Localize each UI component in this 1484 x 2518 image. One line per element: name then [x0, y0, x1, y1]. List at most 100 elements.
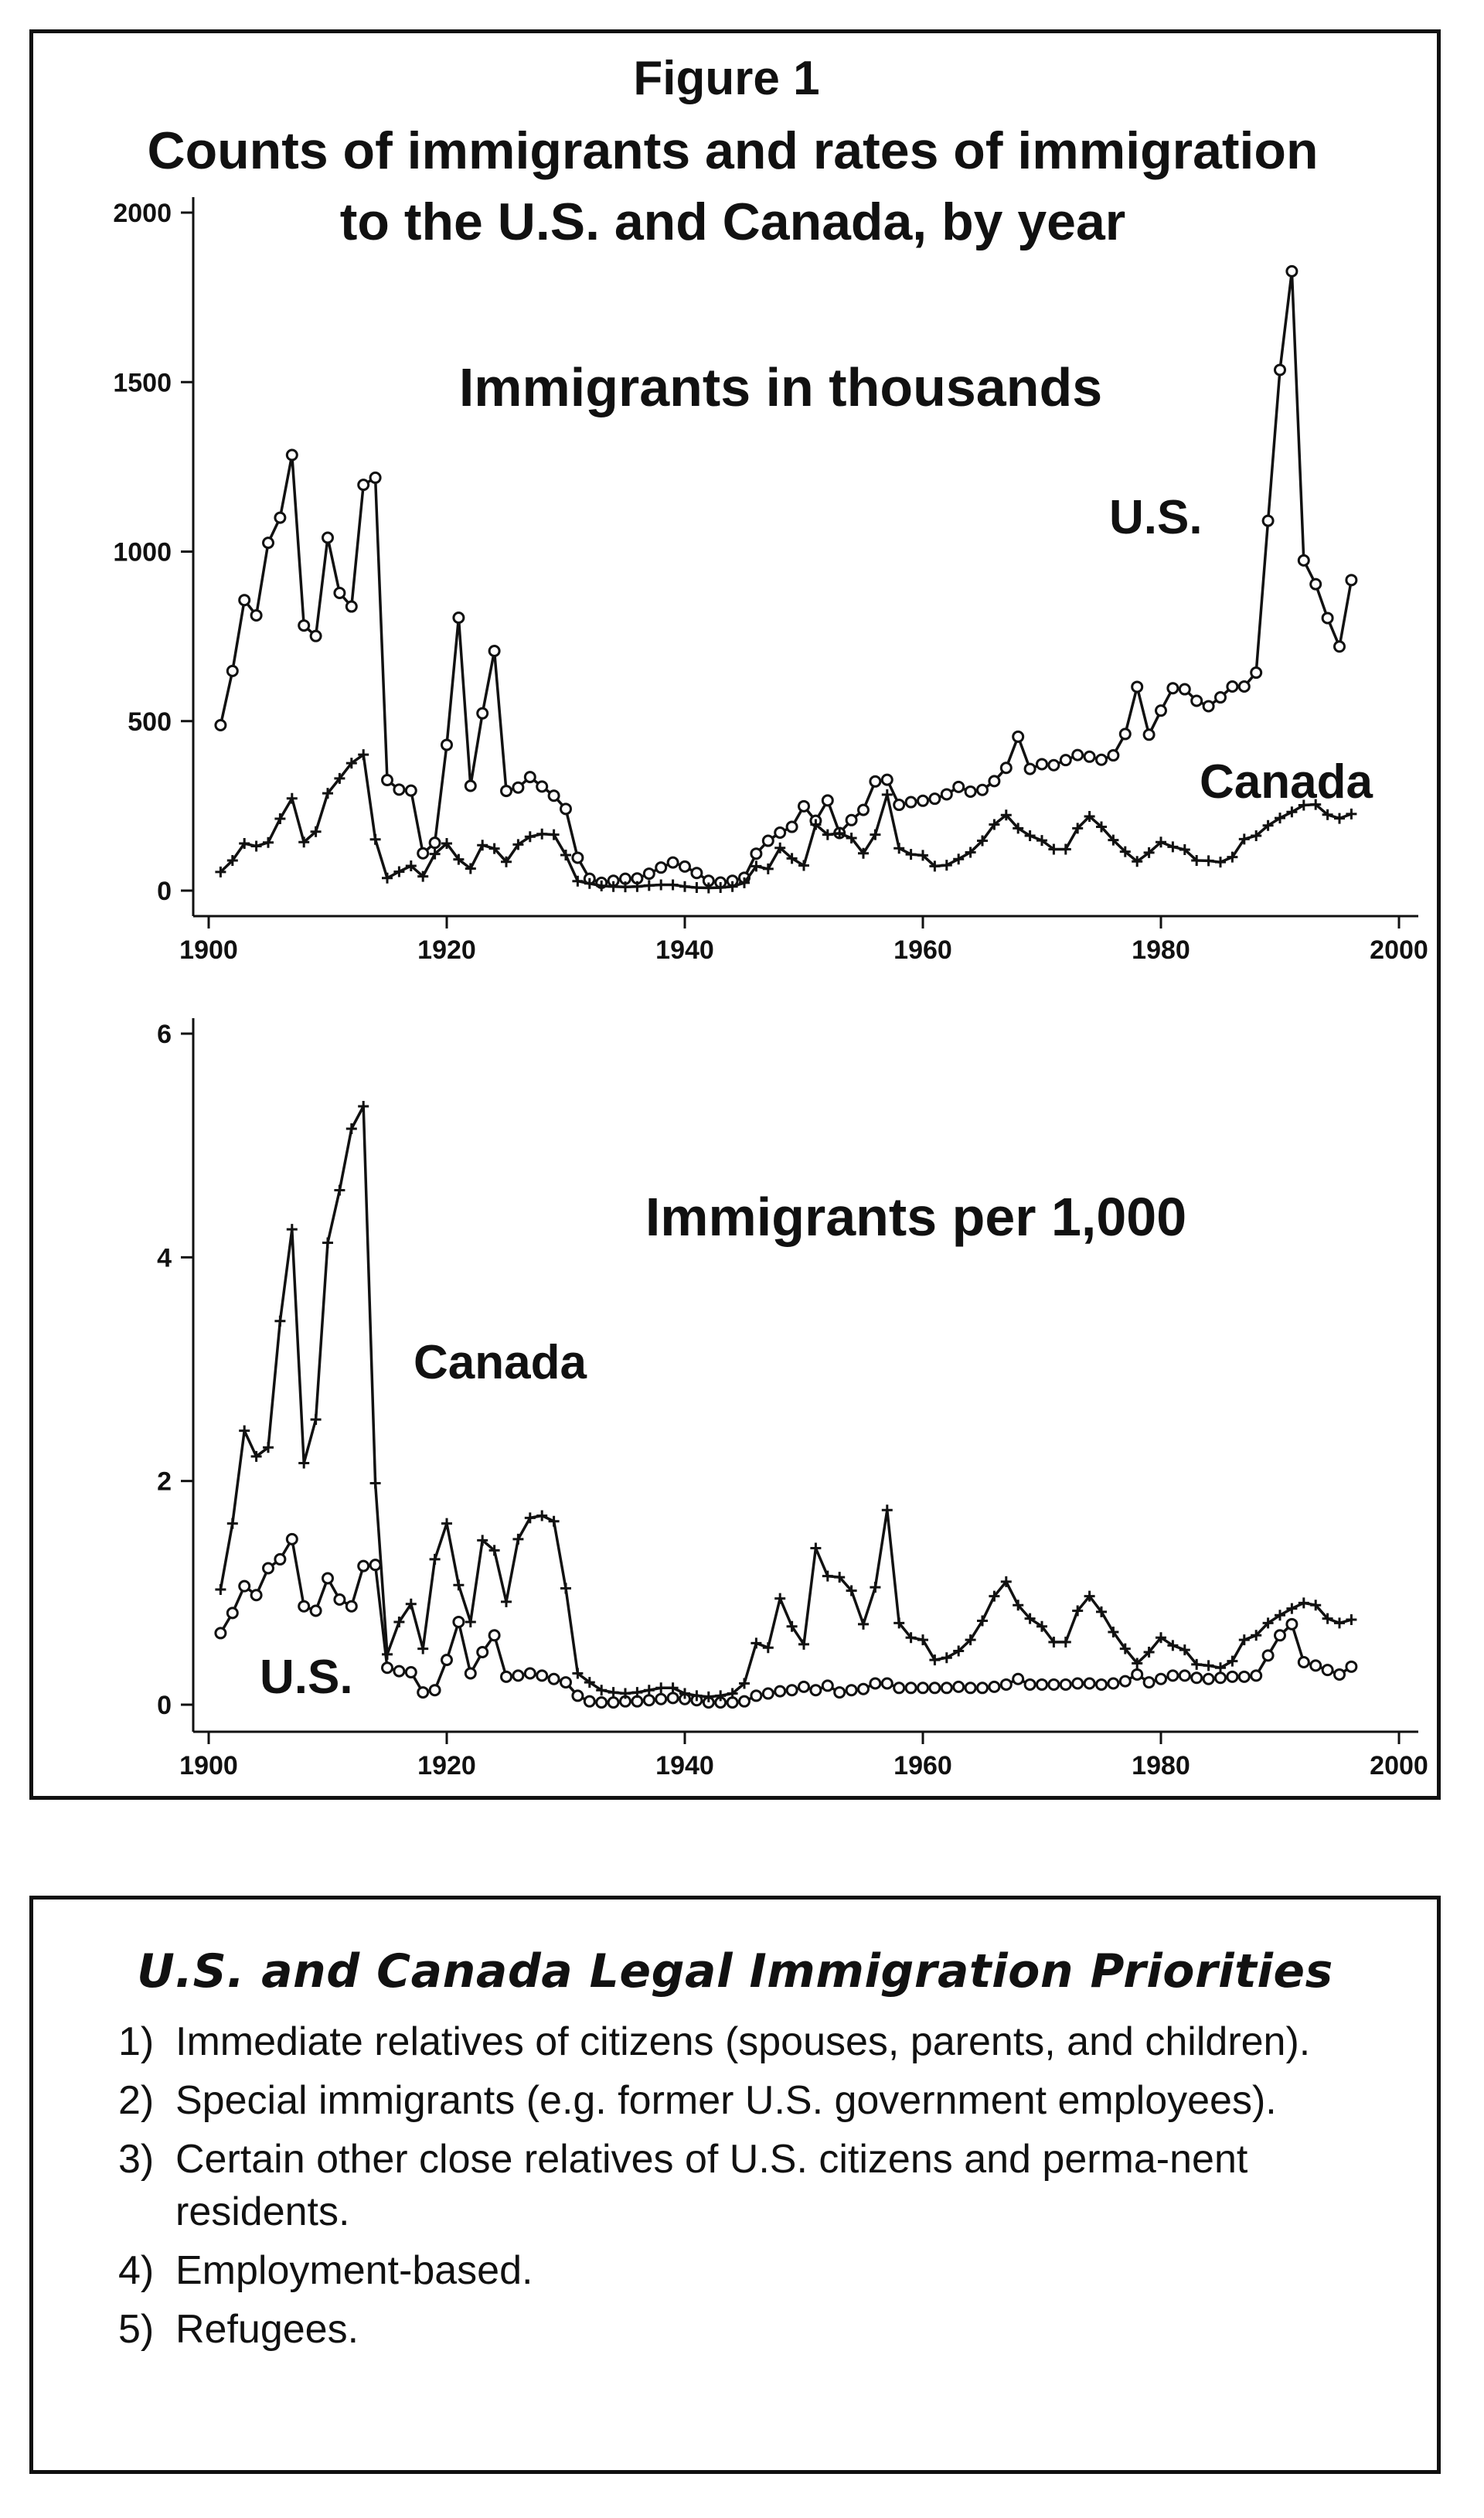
rates-us-point — [904, 1682, 917, 1695]
counts-canada-point — [298, 836, 310, 848]
rates-panel: 0 2 4 6 1900 1920 1940 1960 1980 2000 Immigrants p… — [157, 1018, 1428, 1780]
rates-us-point — [1333, 1668, 1346, 1681]
counts-us-point — [345, 600, 358, 613]
counts-canada-point — [310, 826, 322, 837]
rates-us-point — [655, 1692, 668, 1705]
rates-us-point — [1155, 1672, 1167, 1685]
rates-canada-point — [488, 1545, 500, 1556]
rates-canada-point — [477, 1535, 488, 1546]
rates-canada-point — [1024, 1613, 1036, 1624]
rates-us-point — [1142, 1676, 1156, 1689]
rates-us-point — [833, 1686, 846, 1699]
counts-canada-point — [786, 853, 798, 864]
x-tick-label: 1940 — [655, 935, 714, 965]
counts-us-point — [690, 867, 703, 880]
rates-canada-point — [917, 1634, 928, 1646]
rates-us-point — [761, 1687, 774, 1700]
rates-us-point — [1285, 1617, 1298, 1630]
rates-canada-point — [417, 1643, 429, 1654]
series-label-us: U.S. — [260, 1651, 353, 1704]
rates-us-point — [262, 1562, 274, 1575]
figure-title-line3: to the U.S. and Canada, by year — [340, 193, 1125, 251]
counts-canada-point — [382, 872, 393, 884]
rates-canada-point — [1275, 1610, 1285, 1621]
rates-us-point — [214, 1627, 227, 1640]
rates-canada-point — [524, 1512, 536, 1524]
y-tick-label: 1000 — [113, 538, 172, 567]
rates-canada-point — [1000, 1576, 1012, 1587]
rates-canada-point — [369, 1477, 381, 1489]
y-tick-label: 0 — [157, 877, 172, 906]
counts-canada-point — [358, 749, 369, 761]
rates-us-point — [250, 1589, 263, 1602]
rates-canada-point — [239, 1425, 250, 1436]
rates-us-point — [607, 1696, 620, 1709]
rates-us-point — [1107, 1677, 1120, 1690]
counts-canada-point — [703, 882, 714, 894]
rates-us-point — [631, 1695, 644, 1708]
counts-us-point — [1023, 762, 1036, 775]
counts-canada-point — [881, 789, 893, 800]
counts-canada-point — [1048, 843, 1060, 855]
rates-canada-point — [858, 1618, 869, 1630]
counts-us-point — [1333, 640, 1346, 653]
counts-us-point — [1071, 748, 1084, 762]
counts-us-point — [417, 847, 430, 860]
rates-canada-point — [965, 1634, 976, 1646]
rates-canada-point — [1060, 1636, 1071, 1647]
rates-canada-point — [1286, 1603, 1298, 1614]
priority-number: 4) — [118, 2248, 155, 2293]
figure-title-line1: Figure 1 — [633, 52, 819, 105]
rates-us-point — [798, 1680, 810, 1693]
rates-us-point — [476, 1646, 489, 1659]
rates-us-point — [404, 1666, 417, 1679]
rates-us-point — [1095, 1678, 1108, 1691]
y-tick-label: 500 — [128, 707, 172, 737]
counts-canada-point — [1215, 857, 1226, 868]
counts-canada-point — [1203, 855, 1214, 867]
counts-canada-point — [1156, 836, 1166, 848]
counts-canada-point — [870, 829, 881, 840]
counts-us-point — [845, 813, 858, 826]
rates-us-point — [369, 1559, 382, 1572]
rates-canada-point — [786, 1620, 798, 1632]
counts-us-point — [750, 847, 763, 860]
panel-title: Immigrants per 1,000 — [645, 1187, 1186, 1247]
counts-canada-point — [286, 792, 298, 804]
rates-canada-point — [548, 1515, 560, 1527]
rates-us-point — [988, 1680, 1001, 1693]
counts-us-point — [928, 792, 941, 806]
counts-us-point — [404, 784, 417, 797]
rates-us-point — [523, 1667, 536, 1680]
counts-canada-point — [1000, 809, 1012, 821]
counts-canada-point — [1060, 843, 1071, 855]
rates-us-point — [560, 1676, 572, 1689]
counts-us-point — [666, 856, 679, 869]
rates-canada-point — [298, 1457, 310, 1469]
counts-us-point — [1012, 730, 1025, 743]
counts-canada-point — [1275, 813, 1285, 824]
rates-canada-point — [286, 1224, 298, 1235]
x-tick-label: 1980 — [1132, 1751, 1190, 1780]
priorities-title: U.S. and Canada Legal Immigration Priori… — [137, 1944, 1333, 1998]
rates-us-point — [952, 1680, 965, 1693]
counts-canada-point — [1072, 823, 1084, 834]
rates-us-point — [1036, 1678, 1048, 1691]
counts-canada-point — [1024, 830, 1036, 841]
rates-us-point — [666, 1692, 679, 1705]
counts-us-point — [476, 707, 489, 720]
counts-us-point — [1285, 264, 1298, 278]
rates-canada-point — [1262, 1617, 1274, 1629]
rates-canada-point — [226, 1518, 238, 1529]
rates-us-point — [809, 1684, 822, 1697]
counts-canada-point — [477, 840, 488, 851]
counts-canada-point — [1227, 851, 1238, 863]
series-label-canada: Canada — [1200, 755, 1373, 809]
priority-item: 3) Certain other close relatives of U.S.… — [118, 2133, 1383, 2238]
counts-us-point — [1142, 728, 1156, 741]
counts-us-point — [904, 796, 917, 809]
rates-canada-point — [334, 1184, 345, 1196]
rates-canada-point — [1132, 1658, 1143, 1669]
rates-us-point — [1261, 1649, 1275, 1662]
rates-canada-point — [1048, 1636, 1060, 1647]
